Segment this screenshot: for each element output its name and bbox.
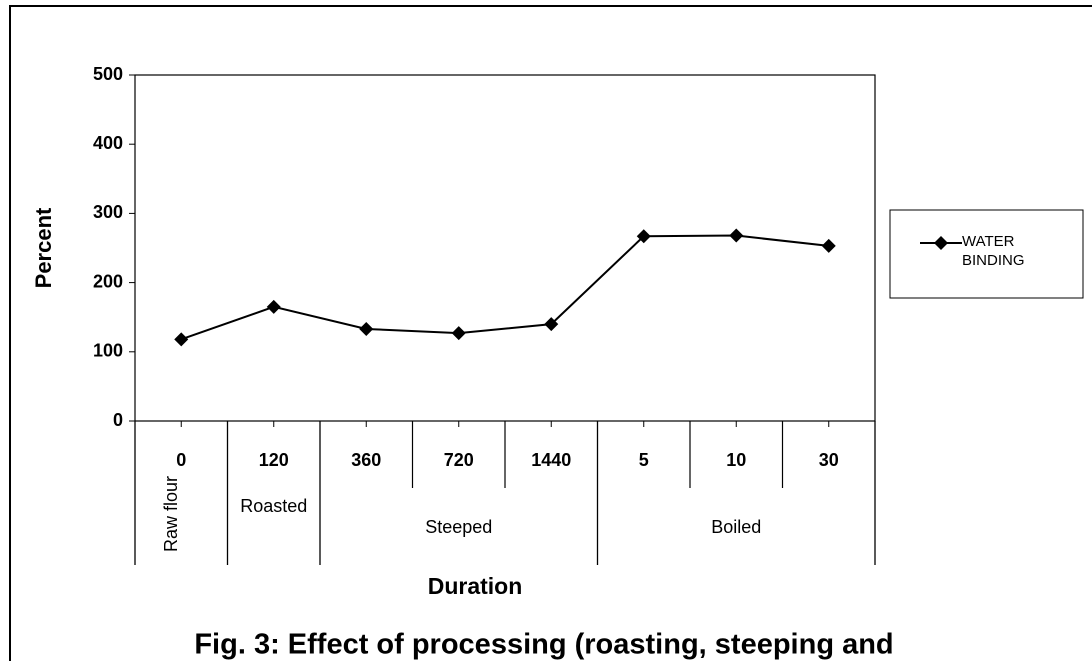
- y-tick-label: 400: [93, 133, 123, 153]
- line: [180, 234, 829, 341]
- point: [729, 228, 744, 243]
- group-label: Boiled: [711, 517, 761, 537]
- point: [451, 326, 466, 341]
- point: [636, 229, 651, 244]
- legend: [889, 209, 1084, 299]
- point: [266, 299, 281, 314]
- frame: [9, 5, 1092, 661]
- point: [821, 238, 836, 253]
- group-label: Raw flour: [161, 476, 181, 552]
- y-tick-label: 0: [113, 410, 123, 430]
- x-tick-label: 360: [351, 450, 381, 470]
- legend-marker: [934, 236, 948, 250]
- group-label: Steeped: [425, 517, 492, 537]
- x-tick-label: 5: [639, 450, 649, 470]
- y-tick-label: 500: [93, 64, 123, 84]
- x-tick-label: 720: [444, 450, 474, 470]
- group-label: Roasted: [240, 496, 307, 516]
- x-tick-label: 0: [176, 450, 186, 470]
- x-axis-label: Duration: [428, 573, 523, 599]
- x-tick-label: 1440: [531, 450, 571, 470]
- point: [359, 321, 374, 336]
- x-tick-label: 10: [726, 450, 746, 470]
- point: [174, 332, 189, 347]
- y-tick-label: 100: [93, 341, 123, 361]
- point: [544, 317, 559, 332]
- plot-area: [134, 74, 876, 422]
- y-tick-label: 300: [93, 202, 123, 222]
- x-tick-label: 120: [259, 450, 289, 470]
- x-tick-label: 30: [819, 450, 839, 470]
- y-tick-label: 200: [93, 271, 123, 291]
- legend-label: WATER BINDING: [962, 233, 1025, 269]
- caption: Fig. 3: Effect of processing (roasting, …: [194, 629, 893, 661]
- y-axis-label: Percent: [31, 207, 56, 288]
